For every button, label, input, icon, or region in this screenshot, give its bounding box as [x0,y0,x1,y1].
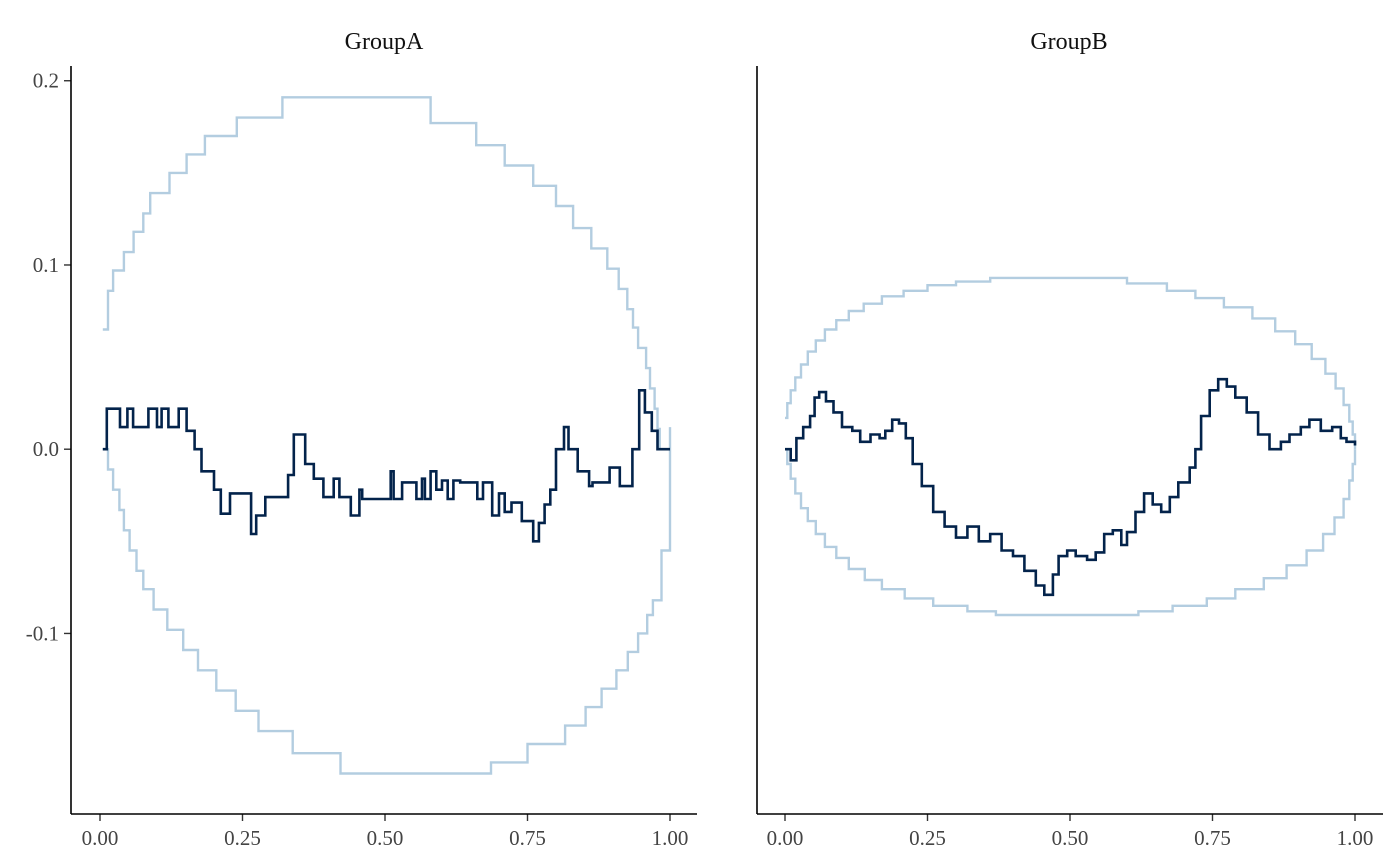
x-tick-label: 0.25 [224,826,261,850]
y-tick-label: 0.0 [33,437,59,461]
axis-ticks-group-b: 0.00 0.25 0.50 0.75 1.00 [767,814,1374,850]
panel-group-a: GroupA 0.00 0.25 0.50 0.75 1.00 0.2 0.1 0.0 -0.1 [26,29,697,850]
panel-title-group-b: GroupB [1030,29,1107,55]
groupa-upper-line [102,96,665,451]
x-tick-label: 0.50 [367,826,404,850]
groupa-path-line [102,389,670,543]
x-tick-label: 1.00 [1337,826,1374,850]
x-tick-label: 0.25 [909,826,946,850]
panel-group-b: GroupB 0.00 0.25 0.50 0.75 1.00 [756,29,1383,850]
x-tick-label: 0.75 [1194,826,1231,850]
groupb-path-line [785,377,1357,597]
x-tick-label: 0.75 [509,826,546,850]
axis-ticks-group-a: 0.00 0.25 0.50 0.75 1.00 0.2 0.1 0.0 -0.1 [26,69,689,850]
groupb-lower-line [785,448,1357,617]
groupb-upper-line [785,276,1357,450]
y-tick-label: -0.1 [26,621,59,645]
x-tick-label: 0.00 [82,826,119,850]
panel-title-group-a: GroupA [345,29,424,55]
series-group-b [785,276,1357,617]
y-tick-label: 0.1 [33,253,59,277]
x-tick-label: 1.00 [652,826,689,850]
y-tick-label: 0.2 [33,69,59,93]
x-tick-label: 0.00 [767,826,804,850]
groupa-lower-line [102,427,672,775]
x-tick-label: 0.50 [1052,826,1089,850]
series-group-a [102,96,672,775]
